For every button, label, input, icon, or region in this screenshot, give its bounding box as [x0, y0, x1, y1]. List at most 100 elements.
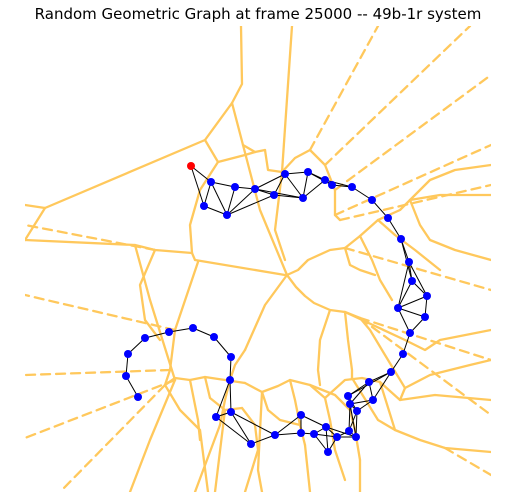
- blue-node: [368, 196, 376, 204]
- blue-node: [297, 429, 305, 437]
- graph-edge: [371, 199, 389, 219]
- graph-edge: [325, 426, 329, 453]
- graph-edge: [397, 295, 428, 309]
- blue-node: [212, 413, 220, 421]
- blue-node: [251, 185, 259, 193]
- graph-edge: [168, 327, 194, 333]
- blue-node: [321, 176, 329, 184]
- graph-edge: [226, 188, 256, 216]
- blue-node: [299, 194, 307, 202]
- blue-node: [226, 376, 234, 384]
- graph-edge: [203, 181, 212, 207]
- blue-node: [124, 350, 132, 358]
- blue-node: [405, 258, 413, 266]
- blue-node: [281, 170, 289, 178]
- blue-node: [227, 353, 235, 361]
- graph-edge: [302, 179, 326, 199]
- blue-node: [408, 277, 416, 285]
- blue-node: [387, 368, 395, 376]
- red-node: [187, 162, 195, 170]
- graph-edge: [190, 165, 205, 207]
- figure-title: Random Geometric Graph at frame 25000 --…: [34, 5, 482, 23]
- blue-node: [353, 407, 361, 415]
- blue-node: [345, 427, 353, 435]
- blue-node: [394, 304, 402, 312]
- graph-edge: [355, 410, 358, 438]
- graph-edge: [273, 194, 304, 199]
- blue-node: [141, 334, 149, 342]
- blue-node: [227, 408, 235, 416]
- blue-node: [365, 378, 373, 386]
- blue-node: [421, 313, 429, 321]
- graph-edge: [210, 181, 228, 216]
- graph-edge: [387, 217, 402, 240]
- graph-edge: [300, 414, 327, 428]
- blue-node: [165, 328, 173, 336]
- graph-edge: [230, 411, 252, 445]
- graph-edge: [125, 375, 139, 398]
- blue-node: [122, 372, 130, 380]
- graph-edge: [284, 173, 304, 199]
- blue-node: [397, 235, 405, 243]
- graph-edge: [325, 426, 357, 438]
- graph-edge: [372, 371, 392, 401]
- graph-edge: [226, 194, 275, 216]
- blue-node: [297, 411, 305, 419]
- graph-edge: [397, 307, 426, 318]
- graph-edge: [190, 165, 212, 183]
- blue-node: [369, 396, 377, 404]
- graph-edge: [215, 379, 231, 418]
- graph-edge: [397, 280, 413, 309]
- graph-edge: [250, 434, 276, 445]
- blue-node: [304, 168, 312, 176]
- graph-edge: [349, 403, 357, 438]
- graph-edge: [203, 205, 228, 216]
- blue-node: [344, 392, 352, 400]
- graph-edge: [307, 171, 333, 186]
- graph-edge: [348, 403, 351, 432]
- blue-node: [348, 183, 356, 191]
- graph-edge: [347, 381, 370, 397]
- blue-node: [231, 183, 239, 191]
- blue-node: [189, 324, 197, 332]
- graph-nodes: [122, 162, 431, 456]
- graph-edge: [254, 173, 286, 190]
- blue-node: [200, 202, 208, 210]
- blue-node: [270, 191, 278, 199]
- graph-edge: [324, 179, 353, 188]
- graph-edge: [144, 331, 170, 339]
- graph-edge: [274, 414, 302, 436]
- blue-node: [247, 440, 255, 448]
- blue-node: [322, 423, 330, 431]
- blue-node: [310, 430, 318, 438]
- blue-node: [324, 448, 332, 456]
- blue-node: [423, 292, 431, 300]
- blue-node: [333, 433, 341, 441]
- blue-node: [223, 211, 231, 219]
- graph-edge: [229, 379, 232, 413]
- graph-edge: [230, 411, 276, 436]
- blue-node: [346, 400, 354, 408]
- blue-node: [399, 350, 407, 358]
- graph-edge: [349, 381, 370, 405]
- graph-edge: [397, 307, 411, 334]
- graph-edge: [397, 261, 410, 309]
- blue-node: [207, 178, 215, 186]
- graph-edge: [215, 416, 252, 445]
- blue-node: [406, 329, 414, 337]
- blue-node: [134, 393, 142, 401]
- voronoi-diagram: [25, 26, 491, 492]
- graph-edge: [254, 188, 304, 199]
- graph-edge: [302, 171, 309, 199]
- blue-node: [328, 181, 336, 189]
- blue-node: [271, 431, 279, 439]
- blue-node: [210, 333, 218, 341]
- blue-node: [352, 433, 360, 441]
- graph-edge: [274, 432, 302, 436]
- graph-edge: [408, 261, 428, 297]
- graph-edge: [210, 181, 236, 188]
- graph-edge: [226, 186, 236, 216]
- blue-node: [384, 214, 392, 222]
- graph-edge: [213, 336, 232, 358]
